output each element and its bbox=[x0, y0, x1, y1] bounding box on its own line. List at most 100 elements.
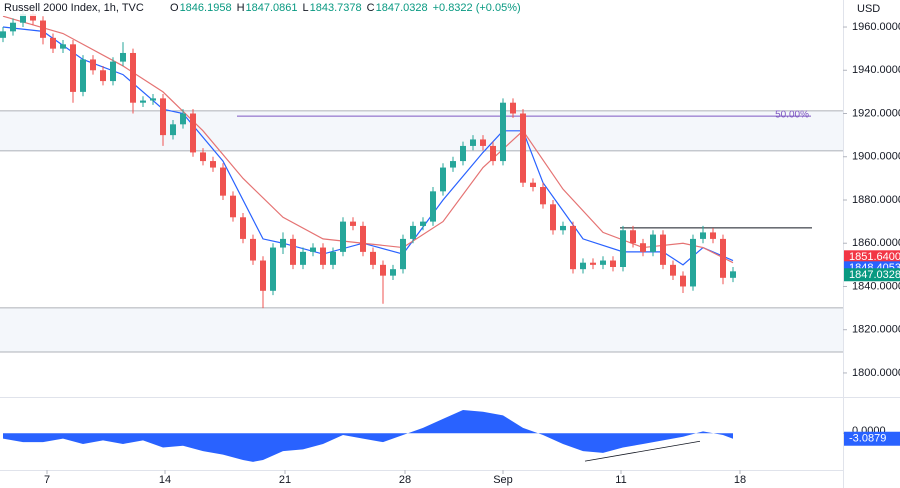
x-tick-label: 18 bbox=[734, 474, 746, 486]
candle-body bbox=[370, 251, 376, 265]
candle-body bbox=[170, 124, 176, 136]
y-tick-label: 1800.0000 bbox=[852, 367, 900, 379]
x-tick-label: 28 bbox=[399, 474, 411, 486]
candle-body bbox=[190, 113, 196, 153]
candle-body bbox=[700, 232, 706, 239]
candle-body bbox=[310, 247, 316, 252]
candle-body bbox=[650, 234, 656, 252]
y-tick-label: 1880.0000 bbox=[852, 194, 900, 206]
price-tag bbox=[844, 268, 900, 282]
legend-bg bbox=[0, 0, 440, 16]
candle-body bbox=[540, 187, 546, 205]
candle-body bbox=[250, 238, 256, 261]
candle-body bbox=[590, 262, 596, 265]
candle-body bbox=[40, 20, 46, 38]
candle-body bbox=[10, 22, 16, 32]
candle-body bbox=[660, 234, 666, 265]
candle-body bbox=[270, 247, 276, 291]
candle-body bbox=[630, 230, 636, 244]
candle-body bbox=[410, 225, 416, 239]
chart-title: Russell 2000 Index, 1h, TVC bbox=[4, 2, 144, 14]
candle-body bbox=[460, 145, 466, 162]
candle-body bbox=[490, 145, 496, 162]
candle-body bbox=[120, 52, 126, 62]
candle-body bbox=[350, 221, 356, 226]
ohlc-label: O bbox=[170, 2, 179, 14]
candle-body bbox=[380, 264, 386, 276]
candle-body bbox=[330, 251, 336, 265]
candle-body bbox=[50, 37, 56, 49]
zone bbox=[0, 110, 843, 151]
candle-body bbox=[690, 238, 696, 287]
candle-body bbox=[480, 139, 486, 146]
x-tick-label: Sep bbox=[493, 474, 513, 486]
ohlc-value: 1843.7378 bbox=[310, 2, 362, 14]
background-layer: 50.00% bbox=[0, 110, 843, 353]
price-tag bbox=[844, 250, 900, 264]
y-tick-label: 1920.0000 bbox=[852, 107, 900, 119]
y-tick-label: 1900.0000 bbox=[852, 151, 900, 163]
axis-layer: 0.0000-3.08791960.00001940.00001920.0000… bbox=[44, 21, 900, 486]
candle-body bbox=[550, 204, 556, 231]
candle-body bbox=[600, 260, 606, 265]
x-tick-label: 7 bbox=[44, 474, 50, 486]
osc-price-tag-label: -3.0879 bbox=[849, 433, 886, 445]
candle-body bbox=[110, 61, 116, 82]
candle-body bbox=[130, 52, 136, 103]
y-tick-label: 1860.0000 bbox=[852, 237, 900, 249]
ohlc-legend: O 1846.1958 H 1847.0861 L 1843.7378 C 1847.0328… bbox=[170, 2, 521, 14]
candle-body bbox=[20, 14, 26, 23]
candle-body bbox=[710, 232, 716, 239]
ohlc-label: L bbox=[303, 2, 309, 14]
plot-layer bbox=[0, 9, 736, 462]
price-tag-label: 1851.6400 bbox=[849, 251, 900, 263]
candle-body bbox=[570, 225, 576, 270]
y-tick-label: 1840.0000 bbox=[852, 280, 900, 292]
ohlc-label: H bbox=[237, 2, 245, 14]
x-tick-label: 14 bbox=[159, 474, 171, 486]
candle-body bbox=[0, 31, 6, 38]
y-tick-label: 1940.0000 bbox=[852, 64, 900, 76]
candle-body bbox=[720, 238, 726, 278]
candle-body bbox=[620, 230, 626, 268]
fib-label: 50.00% bbox=[775, 110, 809, 121]
candle-body bbox=[400, 238, 406, 270]
candle-body bbox=[210, 161, 216, 168]
oscillator-trendline bbox=[584, 440, 701, 462]
candle-body bbox=[470, 139, 476, 146]
candle-body bbox=[430, 191, 436, 222]
candle-body bbox=[80, 59, 86, 92]
zone bbox=[0, 307, 843, 352]
candle-body bbox=[90, 59, 96, 71]
candle-body bbox=[160, 98, 166, 136]
candle-body bbox=[580, 262, 586, 270]
candle-body bbox=[420, 221, 426, 226]
candle-body bbox=[180, 113, 186, 125]
candle-body bbox=[300, 251, 306, 265]
candle-body bbox=[280, 238, 286, 248]
candle-body bbox=[560, 225, 566, 231]
candle-body bbox=[70, 44, 76, 92]
candle-body bbox=[640, 243, 646, 252]
ohlc-value: 1847.0861 bbox=[246, 2, 298, 14]
candle-body bbox=[100, 70, 106, 82]
ohlc-value: 1846.1958 bbox=[180, 2, 232, 14]
candle-body bbox=[260, 260, 266, 291]
x-tick-label: 11 bbox=[615, 474, 626, 486]
price-tag-label: 1847.0328 bbox=[849, 269, 900, 281]
candle-body bbox=[240, 217, 246, 239]
candle-body bbox=[360, 225, 366, 252]
oscillator-area bbox=[3, 409, 733, 462]
candle-body bbox=[450, 161, 456, 168]
candle-body bbox=[610, 260, 616, 268]
candle-body bbox=[60, 44, 66, 49]
candle-body bbox=[730, 271, 736, 278]
currency: USD bbox=[857, 3, 880, 15]
change: +0.8322 (+0.05%) bbox=[433, 2, 521, 14]
candle-body bbox=[390, 269, 396, 276]
y-tick-label: 1960.0000 bbox=[852, 21, 900, 33]
x-tick-label: 21 bbox=[279, 474, 291, 486]
candle-body bbox=[30, 14, 36, 21]
